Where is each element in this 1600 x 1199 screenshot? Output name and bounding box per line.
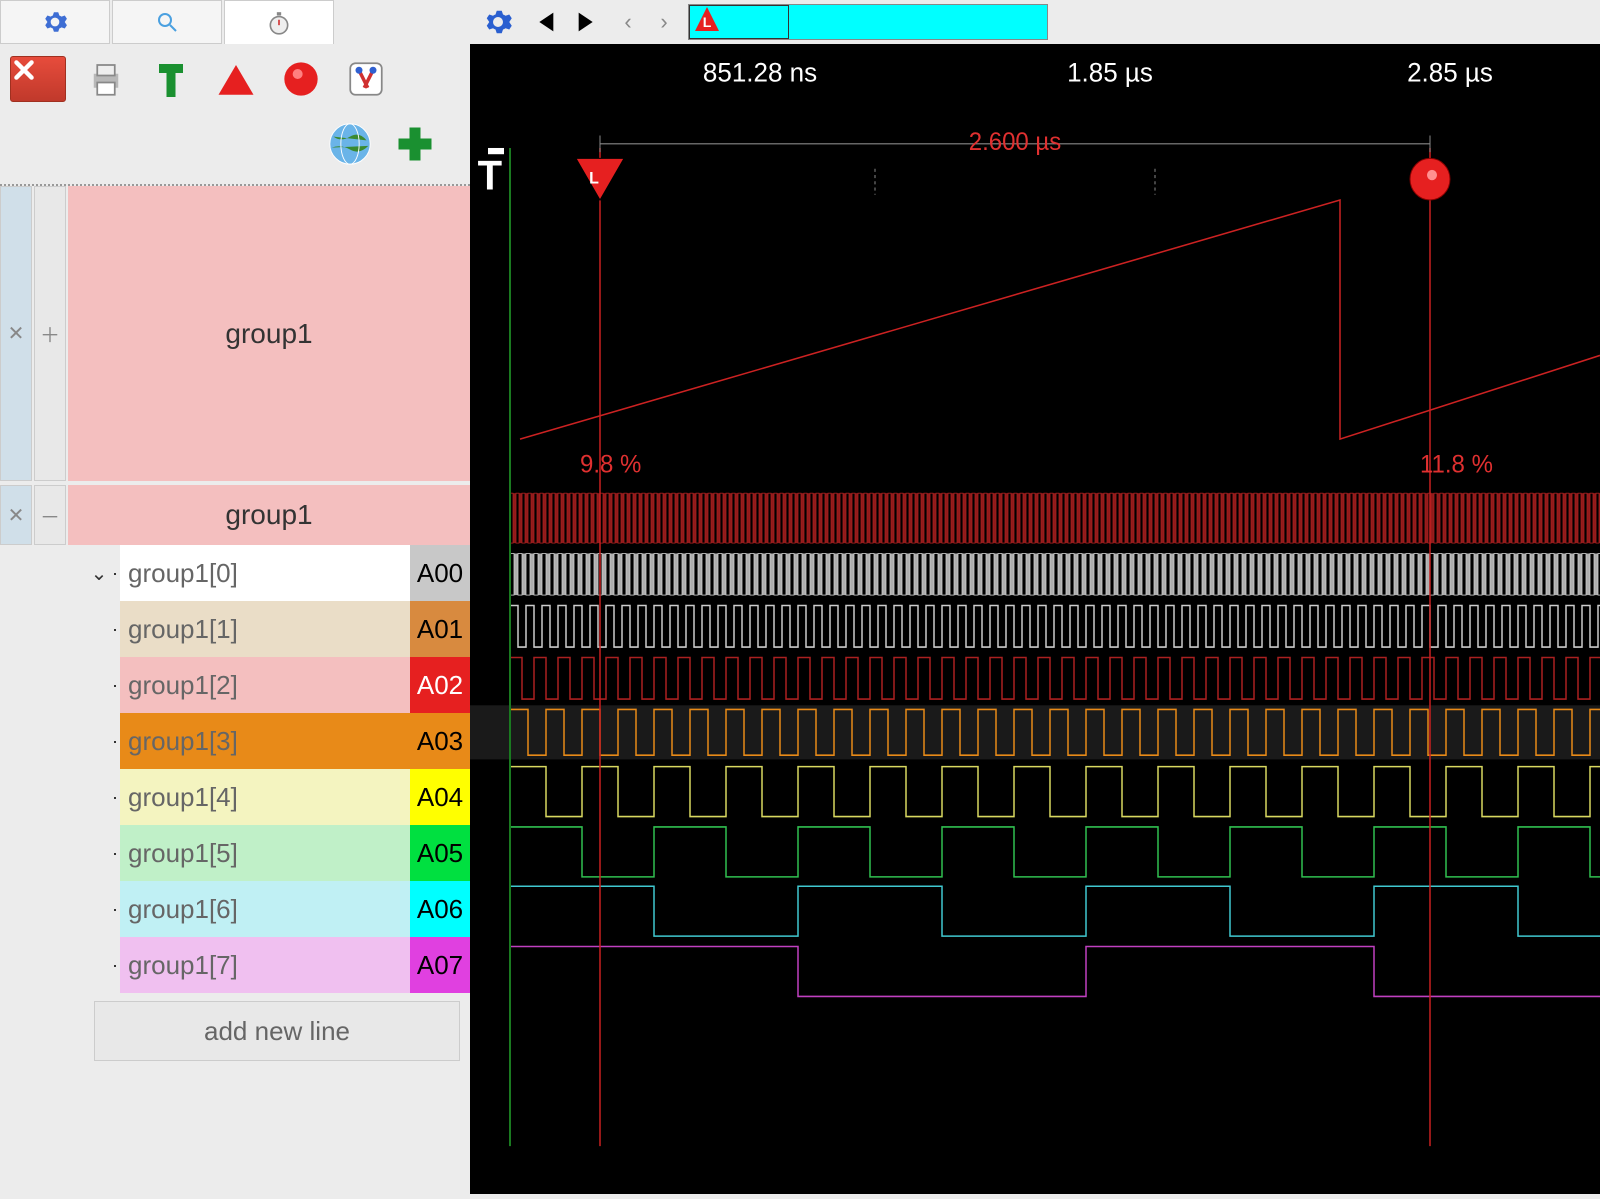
svg-text:1.85 µs: 1.85 µs — [1067, 57, 1153, 88]
wave-settings-button[interactable] — [480, 4, 516, 40]
chevron-down-icon[interactable] — [84, 713, 114, 769]
sidebar-tabs — [0, 0, 470, 44]
triangle-cursor-button[interactable] — [211, 54, 261, 104]
signal-name: group1[0] — [120, 545, 410, 601]
minimap-marker-icon: L — [693, 5, 723, 41]
signal-row[interactable]: group1[5]A05 — [84, 825, 470, 881]
minus-icon: － — [40, 501, 60, 530]
next-button[interactable]: › — [652, 9, 676, 35]
signal-row[interactable]: group1[7]A07 — [84, 937, 470, 993]
globe-button[interactable] — [325, 119, 375, 169]
gear-icon — [483, 7, 513, 37]
gear-icon — [42, 9, 68, 35]
chevron-down-icon[interactable] — [84, 825, 114, 881]
plus-icon — [393, 122, 437, 166]
close-icon — [11, 57, 37, 83]
signal-row[interactable]: group1[2]A02 — [84, 657, 470, 713]
signal-row[interactable]: ⌄group1[0]A00 — [84, 545, 470, 601]
search-icon — [155, 10, 179, 34]
skip-start-button[interactable] — [528, 6, 560, 38]
x-icon: ✕ — [8, 503, 25, 528]
signal-panel: ✕ ＋ group1 ✕ － group1 ⌄group1[0]A00group… — [0, 184, 470, 1150]
signal-tag: A06 — [410, 881, 470, 937]
chevron-down-icon[interactable] — [84, 881, 114, 937]
svg-text:L: L — [589, 169, 599, 187]
group-big-box[interactable]: group1 — [68, 186, 470, 481]
minimap[interactable]: L — [688, 4, 1048, 40]
print-icon — [85, 58, 127, 100]
signal-row[interactable]: group1[4]A04 — [84, 769, 470, 825]
group-small-row: ✕ － group1 — [0, 485, 470, 545]
skip-start-icon — [530, 8, 558, 36]
signal-rows: ⌄group1[0]A00group1[1]A01group1[2]A02gro… — [84, 545, 470, 993]
tab-timing[interactable] — [224, 0, 334, 44]
signal-row[interactable]: group1[1]A01 — [84, 601, 470, 657]
svg-text:T: T — [478, 152, 503, 199]
measure-button[interactable] — [341, 54, 391, 104]
close-button[interactable] — [10, 56, 66, 102]
triangle-icon — [215, 58, 257, 100]
svg-text:9.8 %: 9.8 % — [580, 451, 641, 479]
group-big-row: ✕ ＋ group1 — [0, 186, 470, 481]
signal-name: group1[4] — [120, 769, 410, 825]
circle-cursor-button[interactable] — [276, 54, 326, 104]
chevron-down-icon[interactable]: ⌄ — [84, 545, 114, 601]
chevron-down-icon[interactable] — [84, 937, 114, 993]
signal-name: group1[5] — [120, 825, 410, 881]
measure-icon — [345, 58, 387, 100]
circle-icon — [281, 59, 321, 99]
signal-name: group1[7] — [120, 937, 410, 993]
svg-text:11.8 %: 11.8 % — [1420, 451, 1493, 479]
group-collapse-button[interactable]: － — [34, 485, 66, 545]
x-icon: ✕ — [8, 321, 25, 346]
skip-end-icon — [574, 8, 602, 36]
t-cursor-icon — [153, 58, 189, 100]
signal-tag: A00 — [410, 545, 470, 601]
sidebar: ✕ ＋ group1 ✕ － group1 ⌄group1[0]A00group… — [0, 0, 470, 1150]
t-cursor-button[interactable] — [146, 54, 196, 104]
signal-name: group1[6] — [120, 881, 410, 937]
signal-name: group1[3] — [120, 713, 410, 769]
signal-tag: A07 — [410, 937, 470, 993]
prev-button[interactable]: ‹ — [616, 9, 640, 35]
signal-tag: A04 — [410, 769, 470, 825]
svg-text:2.85 µs: 2.85 µs — [1407, 57, 1493, 88]
print-button[interactable] — [81, 54, 131, 104]
globe-icon — [328, 122, 372, 166]
chevron-down-icon[interactable] — [84, 769, 114, 825]
svg-text:851.28 ns: 851.28 ns — [703, 57, 817, 88]
chevron-down-icon[interactable] — [84, 657, 114, 713]
waveform-area: ‹ › L 851.28 ns 1.85 µs 2.85 µs T L 2.600 µs 9… — [470, 0, 1600, 1150]
signal-tag: A02 — [410, 657, 470, 713]
signal-tag: A03 — [410, 713, 470, 769]
group-remove-button-2[interactable]: ✕ — [0, 485, 32, 545]
group-small-box[interactable]: group1 — [68, 485, 470, 545]
signal-tag: A05 — [410, 825, 470, 881]
tab-settings[interactable] — [0, 0, 110, 44]
signal-name: group1[1] — [120, 601, 410, 657]
skip-end-button[interactable] — [572, 6, 604, 38]
svg-text:L: L — [703, 14, 712, 30]
tab-search[interactable] — [112, 0, 222, 44]
wave-topbar: ‹ › L — [470, 0, 1600, 44]
signal-row[interactable]: group1[3]A03 — [84, 713, 470, 769]
signal-tag: A01 — [410, 601, 470, 657]
add-line-button[interactable]: add new line — [94, 1001, 460, 1061]
toolbar-row2 — [0, 114, 470, 179]
signal-row[interactable]: group1[6]A06 — [84, 881, 470, 937]
waveform-canvas[interactable]: 851.28 ns 1.85 µs 2.85 µs T L 2.600 µs 9.8 % 11… — [470, 44, 1600, 1194]
plus-small-icon: ＋ — [40, 319, 60, 348]
toolbar — [0, 44, 470, 114]
stopwatch-icon — [266, 10, 292, 36]
chevron-down-icon[interactable] — [84, 601, 114, 657]
svg-text:2.600 µs: 2.600 µs — [969, 129, 1062, 157]
group-remove-button[interactable]: ✕ — [0, 186, 32, 481]
signal-name: group1[2] — [120, 657, 410, 713]
group-expand-button[interactable]: ＋ — [34, 186, 66, 481]
add-button[interactable] — [390, 119, 440, 169]
